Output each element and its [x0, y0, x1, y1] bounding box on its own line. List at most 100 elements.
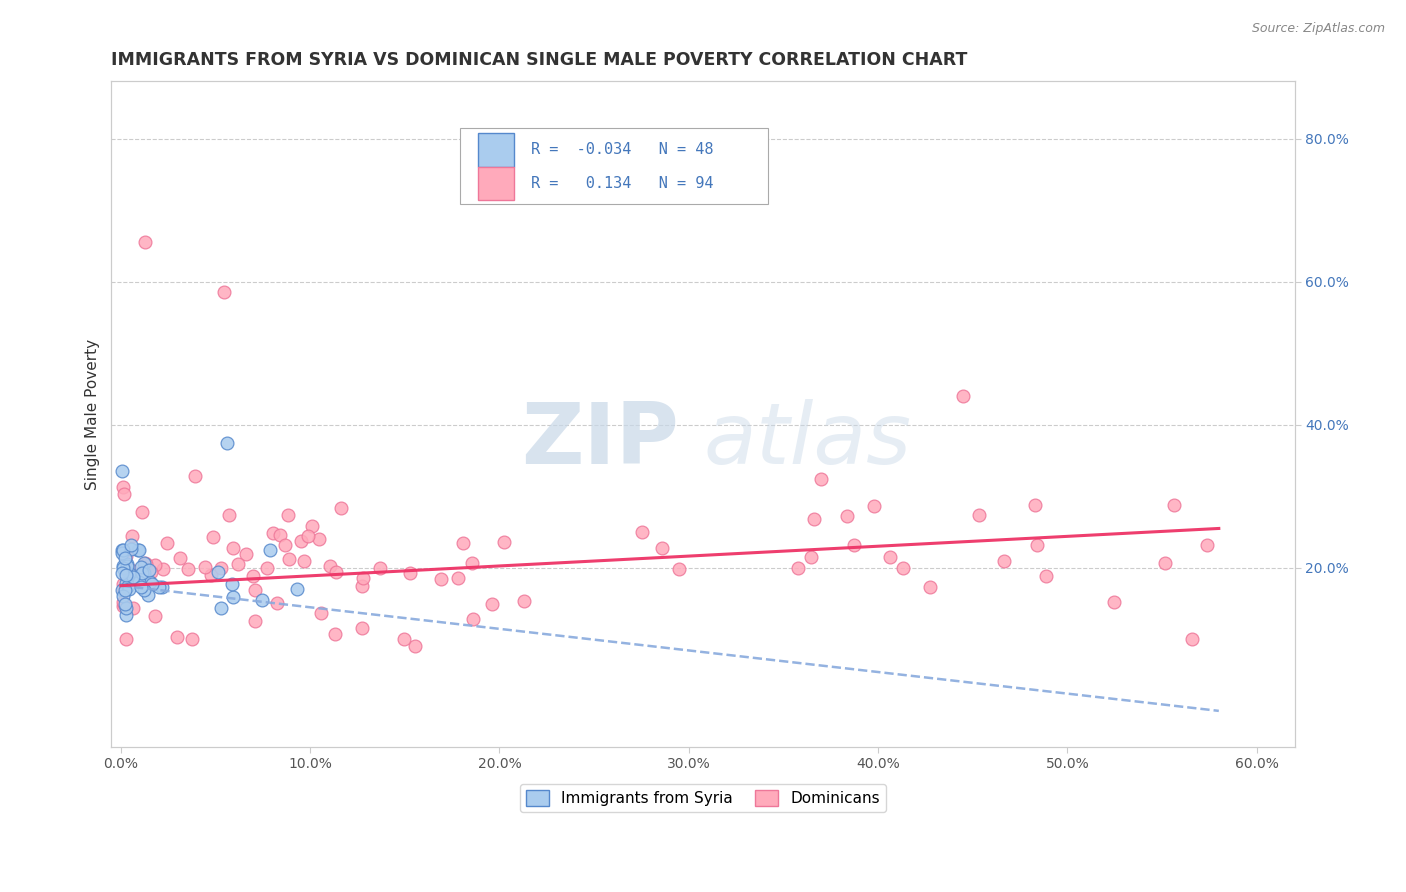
Point — [309, 606, 332, 620]
Point — [200, 568, 222, 582]
Point — [111, 480, 134, 494]
Point — [352, 571, 374, 585]
Point — [285, 582, 308, 596]
Point — [319, 558, 342, 573]
Point — [297, 529, 319, 543]
Point — [668, 562, 690, 576]
Point — [111, 599, 134, 613]
Point — [134, 235, 156, 250]
Point — [156, 536, 179, 550]
Point — [166, 630, 188, 644]
Point — [350, 578, 373, 592]
Point — [138, 588, 160, 602]
Point — [430, 572, 453, 586]
Point — [134, 566, 156, 580]
Point — [202, 529, 225, 543]
Point — [292, 554, 315, 568]
Bar — [478, 167, 513, 200]
Point — [842, 538, 865, 552]
Point — [111, 595, 134, 609]
Point — [111, 546, 134, 560]
Point — [879, 550, 901, 565]
Point — [993, 554, 1015, 568]
Point — [330, 501, 353, 516]
Point — [111, 464, 134, 478]
Text: atlas: atlas — [703, 399, 911, 482]
Point — [837, 509, 859, 524]
Point — [269, 528, 291, 542]
Point — [481, 598, 503, 612]
Point — [112, 577, 135, 591]
Point — [143, 609, 166, 624]
Legend: Immigrants from Syria, Dominicans: Immigrants from Syria, Dominicans — [520, 784, 886, 813]
Point — [1024, 498, 1046, 512]
Point — [221, 576, 243, 591]
Point — [131, 566, 153, 581]
Point — [259, 543, 281, 558]
Point — [135, 558, 157, 572]
Point — [290, 534, 312, 549]
Point — [122, 601, 145, 615]
Point — [256, 561, 278, 575]
Point — [461, 557, 484, 571]
Point — [235, 548, 257, 562]
Point — [787, 561, 810, 575]
Point — [112, 487, 135, 501]
Point — [111, 558, 134, 573]
Point — [207, 565, 229, 579]
Point — [451, 535, 474, 549]
Point — [218, 508, 240, 523]
Point — [114, 583, 136, 598]
Point — [115, 632, 138, 647]
Point — [209, 561, 232, 575]
Text: R =   0.134   N = 94: R = 0.134 N = 94 — [531, 176, 714, 191]
Point — [117, 579, 139, 593]
Point — [134, 556, 156, 570]
Point — [152, 562, 174, 576]
Point — [129, 560, 152, 574]
Point — [1154, 556, 1177, 570]
Point — [181, 632, 204, 647]
Point — [114, 568, 136, 582]
Point — [350, 621, 373, 635]
Point — [132, 583, 155, 598]
Point — [138, 563, 160, 577]
Point — [1181, 632, 1204, 647]
Point — [120, 538, 142, 552]
Point — [120, 542, 142, 557]
Point — [277, 508, 299, 523]
Point — [308, 532, 330, 546]
Point — [121, 571, 143, 585]
Point — [121, 529, 143, 543]
Point — [1102, 595, 1125, 609]
Point — [112, 561, 135, 575]
Point — [368, 561, 391, 575]
Point — [325, 566, 347, 580]
Point — [111, 582, 134, 596]
Point — [222, 590, 245, 604]
FancyBboxPatch shape — [460, 128, 768, 204]
Point — [250, 593, 273, 607]
Point — [141, 566, 163, 580]
Y-axis label: Single Male Poverty: Single Male Poverty — [86, 338, 100, 490]
Point — [111, 542, 134, 557]
Point — [112, 589, 135, 603]
Point — [139, 575, 162, 590]
Point — [803, 512, 825, 526]
Point — [194, 560, 217, 574]
Point — [492, 534, 515, 549]
Point — [278, 551, 301, 566]
Text: Source: ZipAtlas.com: Source: ZipAtlas.com — [1251, 22, 1385, 36]
Point — [266, 596, 288, 610]
Point — [115, 576, 138, 591]
Point — [134, 556, 156, 570]
Point — [118, 566, 141, 580]
Point — [115, 549, 138, 563]
Point — [127, 543, 149, 558]
Point — [143, 558, 166, 572]
Point — [1026, 538, 1049, 552]
Point — [404, 640, 426, 654]
Point — [810, 472, 832, 486]
Point — [952, 389, 974, 403]
Point — [150, 581, 173, 595]
